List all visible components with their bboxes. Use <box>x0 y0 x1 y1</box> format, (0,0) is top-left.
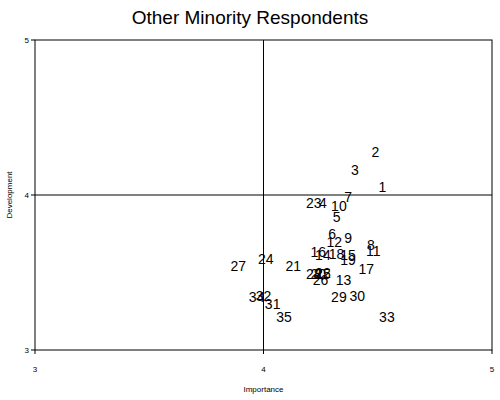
y-tick <box>31 195 35 196</box>
point-label: 9 <box>344 230 352 246</box>
plot-frame <box>35 40 492 350</box>
point-label: 2 <box>372 144 380 160</box>
chart-svg: Other Minority Respondents345345Importan… <box>0 0 500 400</box>
y-tick <box>31 40 35 41</box>
point-label: 1 <box>378 179 386 195</box>
point-label: 11 <box>366 243 381 259</box>
background <box>0 0 500 400</box>
x-tick <box>35 350 36 354</box>
point-label: 19 <box>340 252 356 268</box>
x-tick-label: 5 <box>490 365 495 374</box>
point-label: 21 <box>285 258 301 274</box>
point-label: 28 <box>306 266 322 282</box>
chart-container: Other Minority Respondents345345Importan… <box>0 0 500 400</box>
point-label: 34 <box>249 289 265 305</box>
point-label: 27 <box>231 258 247 274</box>
point-label: 33 <box>379 309 395 325</box>
reference-line-y <box>35 195 492 196</box>
plot-area: 1234567891011121314151617181920212223242… <box>35 40 492 350</box>
x-tick-label: 3 <box>33 365 38 374</box>
point-label: 35 <box>276 309 292 325</box>
point-label: 29 <box>331 289 347 305</box>
y-tick <box>31 350 35 351</box>
title: Other Minority Respondents <box>132 7 369 28</box>
x-axis-label: Importance <box>243 385 284 394</box>
y-axis-label: Development <box>5 171 14 219</box>
point-label: 24 <box>258 251 274 267</box>
point-label: 13 <box>336 272 352 288</box>
point-label: 30 <box>349 288 365 304</box>
point-label: 23 <box>306 195 322 211</box>
y-tick-label: 4 <box>25 191 30 200</box>
point-label: 3 <box>351 162 359 178</box>
x-tick-label: 4 <box>261 365 266 374</box>
y-tick-label: 3 <box>25 346 30 355</box>
y-tick-label: 5 <box>25 36 30 45</box>
x-tick <box>492 350 493 354</box>
x-tick <box>263 350 264 354</box>
point-label: 16 <box>311 244 327 260</box>
point-label: 10 <box>331 198 347 214</box>
point-label: 17 <box>359 261 375 277</box>
